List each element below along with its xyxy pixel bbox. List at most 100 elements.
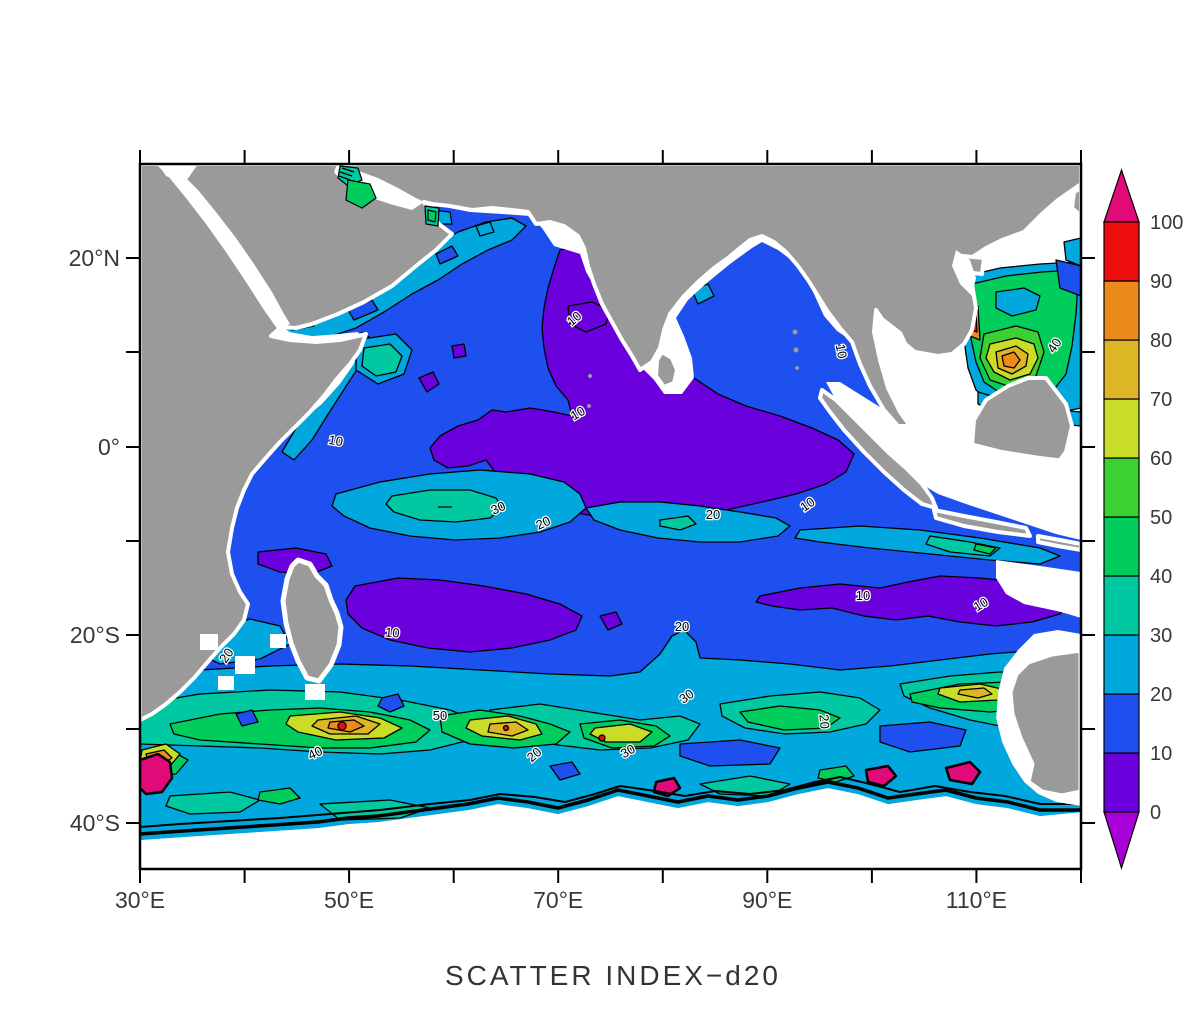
white-gap-cell [218, 676, 234, 690]
colorbar-under-arrow [1103, 811, 1140, 871]
cyan-cell [475, 221, 495, 237]
andaman-island-dot [792, 329, 798, 335]
blue-hole [235, 709, 259, 727]
contour-value-label: 50 [433, 708, 447, 723]
contour-value-label: 10 [833, 343, 850, 360]
blue-hole [679, 739, 781, 767]
gulf-of-tonkin-white [952, 250, 976, 296]
white-gap-cell [270, 634, 286, 648]
colorbar-tick-label: 50 [1150, 507, 1172, 529]
colorbar-block [1103, 752, 1140, 813]
colorbar-tick-label: 100 [1150, 212, 1183, 234]
map-plot-area [138, 162, 1084, 869]
edge-contour-bunching [140, 776, 1081, 836]
purple-cell [599, 611, 623, 631]
white-gap-cell [235, 656, 255, 674]
mediterranean-white [158, 164, 198, 184]
land-sri-lanka [654, 350, 679, 389]
colorbar-block [1103, 339, 1140, 400]
colorbar-block [1103, 457, 1140, 518]
land-taiwan [1070, 186, 1083, 218]
purple-cell [567, 301, 611, 333]
white-gap-cell [305, 684, 325, 700]
teal-dash [659, 515, 697, 531]
over-100-spots [140, 752, 1081, 798]
colorbar-tick-label: 80 [1150, 330, 1172, 352]
java-sea-white [896, 430, 1081, 536]
land-madagascar [280, 557, 344, 684]
gulf-hatch-contours [338, 167, 355, 181]
blue-hole [377, 693, 405, 713]
blue-cell [435, 245, 459, 265]
y-axis-label: 40°S [70, 810, 120, 836]
andaman-island-dot [793, 347, 799, 353]
x-axis-label: 110°E [946, 887, 1007, 913]
x-axis-label: 30°E [115, 887, 165, 913]
purple-cell [418, 371, 440, 393]
colorbar-block [1103, 693, 1140, 754]
colorbar: 0 10 20 30 40 50 60 70 80 90 100 [1103, 168, 1183, 871]
x-axis-label: 70°E [533, 887, 583, 913]
south-china-sea-field [961, 237, 1082, 427]
nicobar-island-dot [795, 366, 799, 370]
purple-madagascar-east [345, 577, 583, 653]
land-java [932, 508, 1032, 538]
colorbar-tick-label: 0 [1150, 802, 1161, 824]
contour-value-label: 20 [706, 507, 720, 522]
scs-orange-80 [1001, 351, 1021, 369]
contour-value-label: 20 [675, 619, 689, 634]
colorbar-tick-label: 90 [1150, 271, 1172, 293]
colorbar-over-arrow [1103, 168, 1140, 223]
y-axis-label: 0° [98, 434, 120, 460]
y-axis-label: 20°S [70, 622, 120, 648]
maldives-dot [588, 374, 592, 378]
timor-sea-white [996, 560, 1081, 616]
white-gap-cell [200, 634, 218, 650]
teal-core-oval [385, 489, 503, 523]
hormuz-green-cell [427, 209, 437, 223]
y-axis-label: 20°N [69, 245, 120, 271]
colorbar-block [1103, 575, 1140, 636]
purple-cell [451, 343, 467, 359]
contour-value-label: 10 [856, 588, 870, 603]
gold-core [957, 687, 993, 699]
colorbar-tick-label: 30 [1150, 625, 1172, 647]
pink-spot [944, 760, 982, 786]
land-australia [1007, 647, 1084, 799]
plot-border [138, 162, 1083, 871]
maldives-dot [587, 404, 591, 408]
colorbar-tick-label: 70 [1150, 389, 1172, 411]
gulf-green-cell [345, 179, 377, 209]
axes-layer [138, 162, 1083, 871]
colorbar-tick-label: 40 [1150, 566, 1172, 588]
colorbar-tick-label: 10 [1150, 743, 1172, 765]
contour-value-label: 20 [816, 714, 832, 730]
no-data-seas [158, 164, 1081, 700]
teal-edge-blob [165, 791, 261, 815]
purple-band-east [755, 575, 1071, 627]
x-axis-label: 50°E [324, 887, 374, 913]
red-core [337, 721, 347, 731]
red-core [502, 724, 510, 732]
colorbar-block [1103, 634, 1140, 695]
gulf-data-cells [337, 165, 440, 227]
contour-value-label: 10 [385, 624, 401, 640]
colorbar-block [1103, 398, 1140, 459]
axis-labels: 30°E 50°E 70°E 90°E 110°E 20°N 0° 20°S 40°S [69, 245, 1007, 913]
colorbar-tick-label: 20 [1150, 684, 1172, 706]
small-islands [587, 329, 799, 408]
green-blob [739, 705, 841, 731]
colorbar-block [1103, 221, 1140, 282]
gulf-of-thailand-white [874, 312, 916, 396]
contour-value-label: 10 [327, 432, 344, 449]
colorbar-tick-label: 60 [1150, 448, 1172, 470]
green-cell [257, 787, 301, 805]
figure-title: SCATTER INDEX−d20 [445, 960, 781, 991]
green-cell [973, 543, 997, 555]
blue-hole [549, 761, 581, 781]
blue-hole [879, 721, 967, 753]
scs-cyan-inner [995, 287, 1041, 317]
red-sea-white [158, 164, 290, 330]
